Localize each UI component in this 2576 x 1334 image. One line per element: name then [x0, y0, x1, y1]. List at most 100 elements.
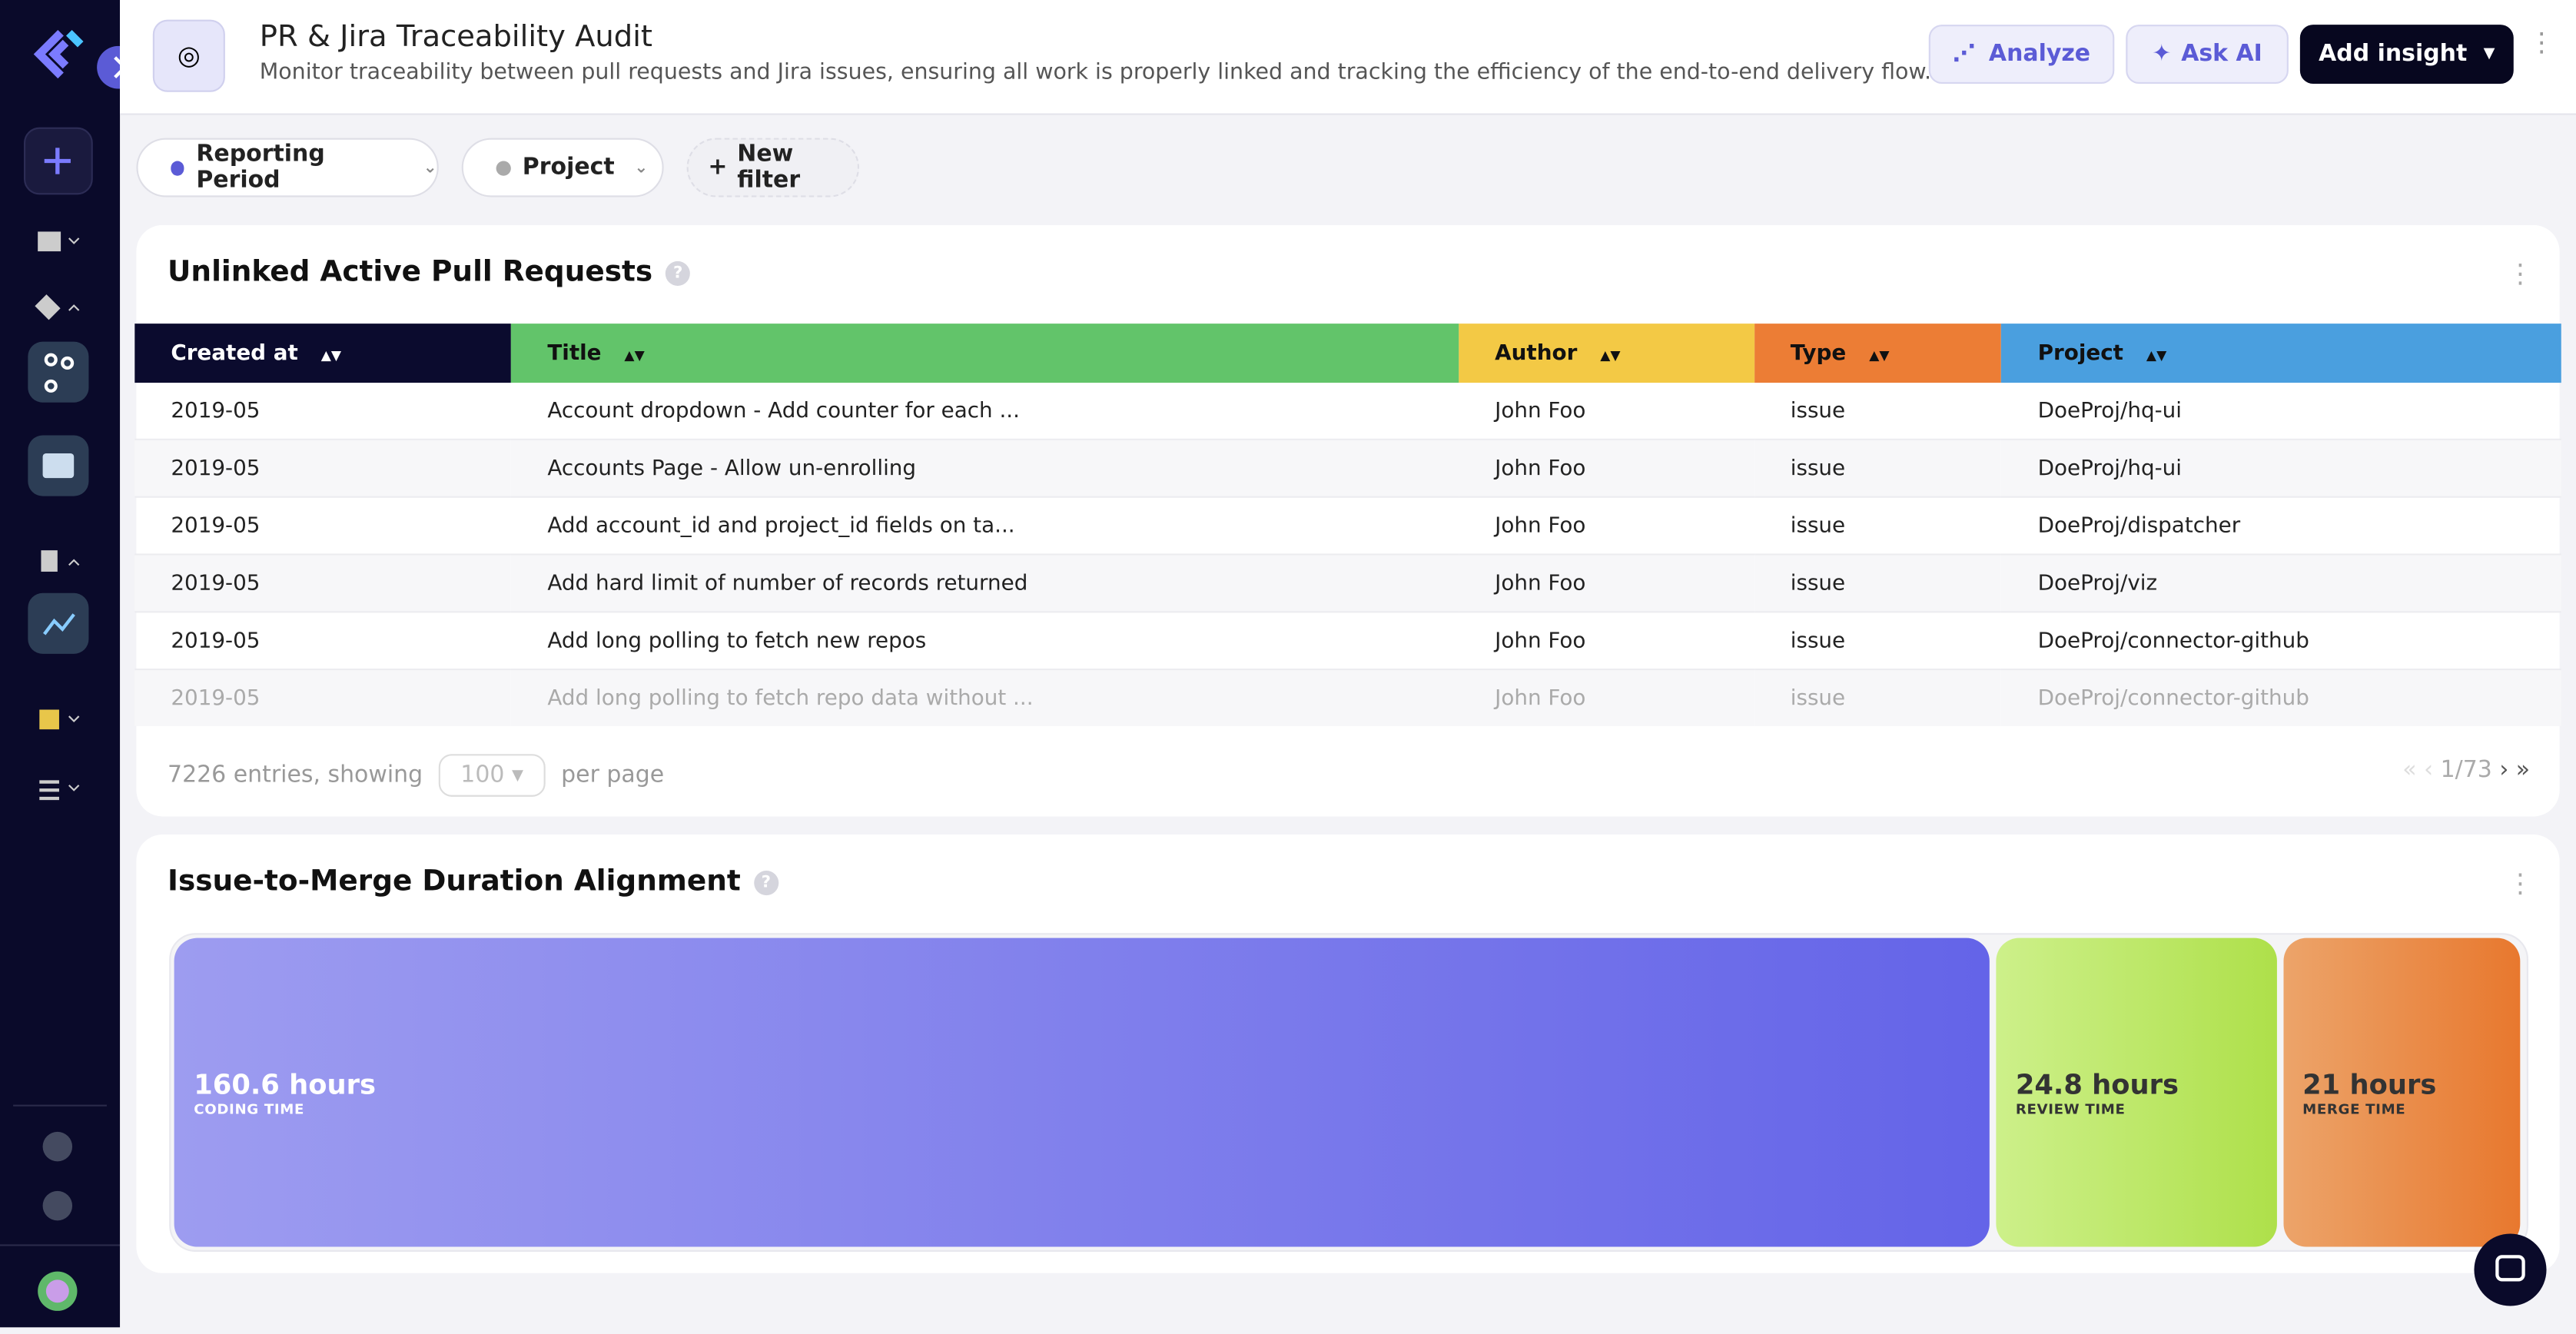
duration-segment: 24.8 hours REVIEW TIME: [1996, 937, 2276, 1247]
card-title: Unlinked Active Pull Requests?: [168, 256, 691, 290]
table-cell: Add long polling to fetch new repos: [511, 612, 1459, 671]
segment-value: 24.8 hours: [2015, 1069, 2179, 1101]
card-title-text: Unlinked Active Pull Requests: [168, 256, 653, 290]
column-header: Type ▲▼: [1754, 324, 2002, 383]
table-row: 2019-05 Accounts Page - Allow un-enrollin…: [134, 439, 2561, 498]
segment-value: 21 hours: [2302, 1069, 2437, 1101]
table-cell: John Foo: [1459, 439, 1754, 498]
column-label: Title: [547, 340, 602, 366]
button-label: Analyze: [1988, 41, 2091, 68]
table-cell: Account dropdown - Add counter for each …: [511, 383, 1459, 440]
duration-bars: 160.6 hours CODING TIME 24.8 hours REVIEW T…: [169, 933, 2529, 1252]
table-cell: 2019-05: [134, 554, 512, 613]
table-cell: John Foo: [1459, 496, 1754, 556]
table-row: 2019-05 Add long polling to fetch repo da…: [134, 669, 2561, 726]
table-cell: issue: [1754, 383, 2002, 440]
sort-icon: ▲▼: [1869, 347, 1890, 363]
segment-label: MERGE TIME: [2302, 1102, 2406, 1119]
table-cell: issue: [1754, 496, 2002, 556]
table-cell: DoeProj/viz: [2001, 554, 2561, 613]
table-row: 2019-05 Add hard limit of number of recor…: [134, 554, 2561, 613]
table-row: 2019-05 Account dropdown - Add counter fo…: [134, 383, 2561, 440]
new-filter[interactable]: + New filter: [686, 138, 860, 197]
filter[interactable]: Reporting Period ⌄: [136, 138, 439, 197]
button-label: Ask AI: [2181, 41, 2262, 68]
segment-label: REVIEW TIME: [2015, 1102, 2126, 1119]
table-cell: DoeProj/connector-github: [2001, 612, 2561, 671]
table-cell: John Foo: [1459, 554, 1754, 613]
sidebar-icons: [0, 29, 140, 1311]
table-cell: issue: [1754, 439, 2002, 498]
table-cell: 2019-05: [134, 383, 512, 440]
table-cell: 2019-05: [134, 439, 512, 498]
table-row: 2019-05 Add long polling to fetch new rep…: [134, 612, 2561, 671]
ask-ai-button[interactable]: ✦ Ask AI: [2126, 25, 2289, 85]
card-menu[interactable]: ⋮: [2507, 257, 2534, 290]
page-title: PR & Jira Traceability Audit: [259, 19, 653, 55]
segment-label: CODING TIME: [194, 1102, 305, 1119]
table-cell: John Foo: [1459, 669, 1754, 726]
analyze-button[interactable]: ⋰ Analyze: [1928, 25, 2115, 85]
pagination: « ‹ 1/73 › »: [2402, 757, 2531, 784]
duration-segment: 160.6 hours CODING TIME: [174, 937, 1990, 1247]
column-header: Title ▲▼: [511, 324, 1459, 383]
table-cell: issue: [1754, 669, 2002, 726]
entries-count: 7226 entries, showing: [168, 762, 423, 789]
column-label: Type: [1790, 340, 1847, 366]
table: Created at ▲▼ Title ▲▼ Author ▲▼ Type ▲▼ Project…: [134, 324, 2561, 726]
page-indicator: 1/73: [2440, 757, 2492, 784]
sidebar: [0, 0, 140, 1328]
column-label: Created at: [171, 340, 298, 366]
table-cell: Add long polling to fetch repo data with…: [511, 669, 1459, 726]
sort-icon: ▲▼: [2146, 347, 2167, 363]
per-page-label: per page: [561, 762, 665, 789]
table-cell: John Foo: [1459, 612, 1754, 671]
filter[interactable]: Project ⌄: [461, 138, 664, 197]
table-cell: Add hard limit of number of records retu…: [511, 554, 1459, 613]
sort-icon: ▲▼: [1600, 347, 1621, 363]
filter-label: New filter: [737, 141, 801, 194]
table-cell: John Foo: [1459, 383, 1754, 440]
table-cell: 2019-05: [134, 612, 512, 671]
more-menu[interactable]: ⋮: [2528, 26, 2555, 58]
column-label: Author: [1495, 340, 1578, 366]
table-cell: DoeProj/hq-ui: [2001, 439, 2561, 498]
nav-item[interactable]: [28, 341, 89, 403]
table-row: 2019-05 Add account_id and project_id fie…: [134, 496, 2561, 556]
card-title: Issue-to-Merge Duration Alignment?: [168, 865, 778, 899]
expand-button[interactable]: [97, 45, 140, 89]
column-header: Created at ▲▼: [134, 324, 512, 383]
page-icon: ◎: [152, 19, 225, 92]
card-menu[interactable]: ⋮: [2507, 867, 2534, 899]
table-footer: 7226 entries, showing 100 ▾ per page: [168, 754, 664, 797]
sort-icon: ▲▼: [624, 347, 645, 363]
table-cell: DoeProj/hq-ui: [2001, 383, 2561, 440]
per-page-value: 100: [460, 762, 505, 789]
page-subtitle: Monitor traceability between pull reques…: [259, 61, 1932, 86]
header: ◎ PR & Jira Traceability Audit Monitor t…: [120, 0, 2576, 115]
filter-label: Reporting Period: [196, 141, 325, 194]
per-page-select[interactable]: 100 ▾: [439, 754, 545, 797]
table-cell: Add account_id and project_id fields on …: [511, 496, 1459, 556]
table-cell: issue: [1754, 612, 2002, 671]
table-cell: DoeProj/connector-github: [2001, 669, 2561, 726]
table-cell: DoeProj/dispatcher: [2001, 496, 2561, 556]
chat-button[interactable]: [2474, 1233, 2547, 1306]
table-cell: 2019-05: [134, 669, 512, 726]
add-insight-button[interactable]: Add insight ▼: [2299, 25, 2514, 85]
column-label: Project: [2037, 340, 2123, 366]
duration-card: Issue-to-Merge Duration Alignment? ⋮ 160…: [136, 834, 2560, 1273]
table-card: Unlinked Active Pull Requests? ⋮ Created…: [134, 224, 2561, 817]
table-cell: issue: [1754, 554, 2002, 613]
button-label: Add insight: [2319, 41, 2468, 68]
duration-segment: 21 hours MERGE TIME: [2282, 937, 2521, 1247]
table-cell: Accounts Page - Allow un-enrolling: [511, 439, 1459, 498]
segment-value: 160.6 hours: [194, 1069, 376, 1101]
table-cell: 2019-05: [134, 496, 512, 556]
sort-icon: ▲▼: [320, 347, 342, 363]
filter-label: Project: [522, 154, 615, 181]
column-header: Author ▲▼: [1459, 324, 1754, 383]
card-title-text: Issue-to-Merge Duration Alignment: [168, 865, 741, 899]
